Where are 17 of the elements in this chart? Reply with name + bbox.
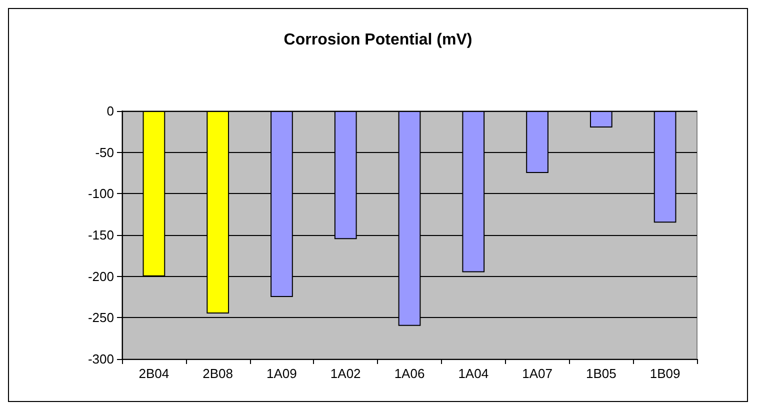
x-tick-label: 2B08 (202, 366, 234, 381)
x-tick-label: 2B04 (138, 366, 170, 381)
y-tick-label: -300 (88, 352, 114, 366)
x-tick-label: 1A02 (330, 366, 361, 381)
x-tick-label: 1A06 (394, 366, 425, 381)
chart-title: Corrosion Potential (mV) (284, 32, 472, 48)
x-tick-label: 1B05 (586, 366, 616, 381)
x-tick-label: 1B09 (650, 366, 680, 381)
x-tick-label: 1A07 (522, 366, 552, 381)
y-tick-label: 0 (106, 104, 114, 118)
x-tick-label: 1A04 (458, 366, 489, 381)
y-tick-label: -50 (95, 144, 114, 160)
y-tick-label: -200 (88, 268, 114, 284)
y-tick-label: -250 (88, 310, 114, 326)
y-tick-label: -100 (88, 186, 114, 202)
x-tick-label: 1A09 (266, 366, 297, 381)
y-tick-label: -150 (88, 228, 114, 242)
